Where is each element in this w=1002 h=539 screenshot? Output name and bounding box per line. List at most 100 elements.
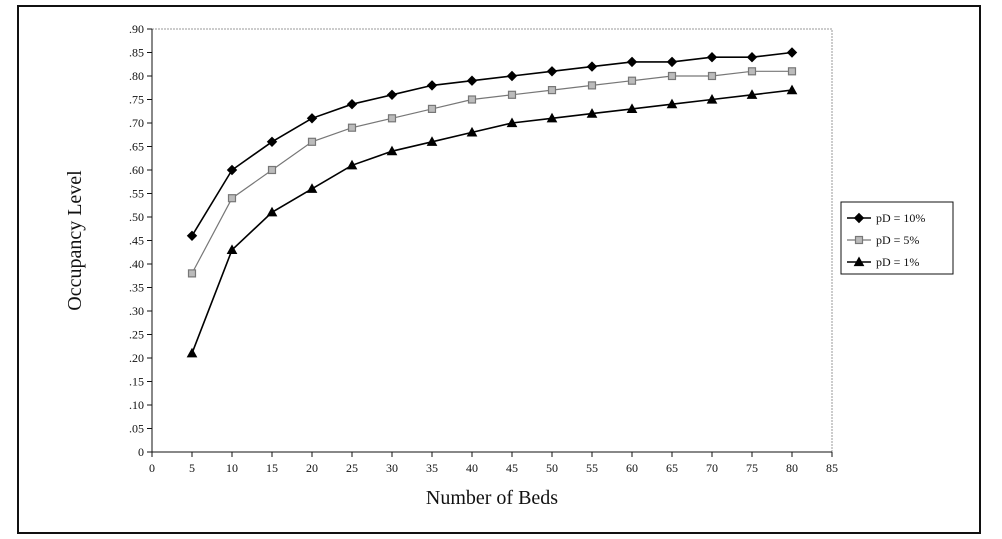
data-point xyxy=(666,98,678,109)
data-point xyxy=(706,51,718,63)
data-point xyxy=(266,136,278,148)
x-tick-label: 75 xyxy=(746,461,758,475)
y-tick-label: .20 xyxy=(129,351,144,365)
data-point xyxy=(186,230,198,242)
data-point xyxy=(547,85,557,95)
y-tick-label: .65 xyxy=(129,140,144,154)
data-point xyxy=(707,71,717,81)
x-tick-label: 25 xyxy=(346,461,358,475)
x-tick-label: 80 xyxy=(786,461,798,475)
data-point xyxy=(466,126,478,137)
series-line xyxy=(191,51,793,237)
y-tick-label: .30 xyxy=(129,304,144,318)
data-point xyxy=(546,112,558,123)
legend-label: pD = 1% xyxy=(876,255,919,269)
data-point xyxy=(186,347,198,358)
y-tick-label: .40 xyxy=(129,257,144,271)
series-3 xyxy=(186,84,798,358)
data-point xyxy=(786,47,798,58)
data-point xyxy=(466,75,478,86)
x-tick-label: 30 xyxy=(386,461,398,475)
y-tick-label: .35 xyxy=(129,281,144,295)
y-tick-label: .50 xyxy=(129,210,144,224)
data-point xyxy=(307,137,317,146)
plot-area xyxy=(151,28,833,453)
x-axis-ticks: 0 5 10 15 20 25 30 35 40 45 50 55 60 65 70 75 80 85 xyxy=(149,452,838,475)
data-point xyxy=(587,81,597,90)
data-point xyxy=(266,206,278,217)
data-point xyxy=(226,244,238,254)
legend-item: pD = 10% xyxy=(847,211,925,225)
data-point xyxy=(467,95,477,104)
data-point xyxy=(386,89,398,101)
y-tick-label: .70 xyxy=(129,116,144,130)
y-tick-label: .05 xyxy=(129,422,144,436)
legend-item: pD = 5% xyxy=(847,233,919,247)
legend-item: pD = 1% xyxy=(847,255,919,269)
y-tick-label: .45 xyxy=(129,234,144,248)
data-point xyxy=(267,165,277,175)
x-tick-label: 15 xyxy=(266,461,278,475)
data-point xyxy=(346,159,358,170)
legend-marker xyxy=(853,256,865,267)
x-tick-label: 45 xyxy=(506,461,518,475)
data-point xyxy=(746,89,758,99)
x-tick-label: 40 xyxy=(466,461,478,475)
y-tick-label: .10 xyxy=(129,398,144,412)
x-tick-label: 55 xyxy=(586,461,598,475)
data-point xyxy=(706,93,718,104)
y-tick-label: .25 xyxy=(129,328,144,342)
legend: pD = 10% pD = 5% pD = 1% xyxy=(840,201,954,275)
x-tick-label: 50 xyxy=(546,461,558,475)
data-point xyxy=(387,114,397,123)
data-point xyxy=(666,56,678,68)
data-point xyxy=(787,67,797,76)
data-point xyxy=(507,90,517,99)
y-tick-label: .90 xyxy=(129,22,144,36)
y-tick-label: 0 xyxy=(138,445,144,459)
x-tick-label: 35 xyxy=(426,461,438,475)
data-point xyxy=(386,145,398,156)
data-point xyxy=(226,164,238,176)
data-point xyxy=(227,194,237,203)
x-tick-label: 10 xyxy=(226,461,238,475)
y-tick-label: .60 xyxy=(129,163,144,177)
series-line xyxy=(191,70,792,274)
x-tick-label: 60 xyxy=(626,461,638,475)
x-tick-label: 65 xyxy=(666,461,678,475)
y-tick-label: .55 xyxy=(129,187,144,201)
chart-frame: 0 5 10 15 20 25 30 35 40 45 50 55 60 65 70 75 80 85 0 .05.… xyxy=(17,5,981,534)
x-tick-label: 20 xyxy=(306,461,318,475)
data-point xyxy=(506,70,518,82)
data-point xyxy=(746,51,758,63)
data-point xyxy=(426,80,438,91)
data-point xyxy=(306,113,318,124)
y-axis-ticks: 0 .05 .10 .15 .20 .25 .30 .35 .40 .45 .50 .55 .60 .65… xyxy=(129,22,152,459)
data-point xyxy=(506,117,518,128)
y-tick-label: .15 xyxy=(129,375,144,389)
legend-marker xyxy=(854,235,864,245)
data-point xyxy=(626,103,638,113)
data-point xyxy=(546,66,558,77)
x-tick-label: 70 xyxy=(706,461,718,475)
legend-marker xyxy=(853,212,865,224)
legend-label: pD = 5% xyxy=(876,233,919,247)
data-point xyxy=(427,104,437,114)
data-point xyxy=(786,84,798,95)
data-point xyxy=(346,98,358,110)
y-tick-label: .75 xyxy=(129,93,144,107)
data-point xyxy=(586,108,598,118)
y-tick-label: .80 xyxy=(129,69,144,83)
data-point xyxy=(586,61,598,72)
x-tick-label: 0 xyxy=(149,461,155,475)
line-chart: 0 5 10 15 20 25 30 35 40 45 50 55 60 65 70 75 80 85 0 .05.… xyxy=(64,22,954,509)
data-point xyxy=(627,76,637,85)
x-tick-label: 85 xyxy=(826,461,838,475)
data-point xyxy=(347,123,357,132)
series-line xyxy=(191,89,793,354)
x-tick-label: 5 xyxy=(189,461,195,475)
data-point xyxy=(426,136,438,146)
data-point xyxy=(306,183,318,193)
series-1 xyxy=(186,47,798,242)
data-point xyxy=(667,71,677,81)
